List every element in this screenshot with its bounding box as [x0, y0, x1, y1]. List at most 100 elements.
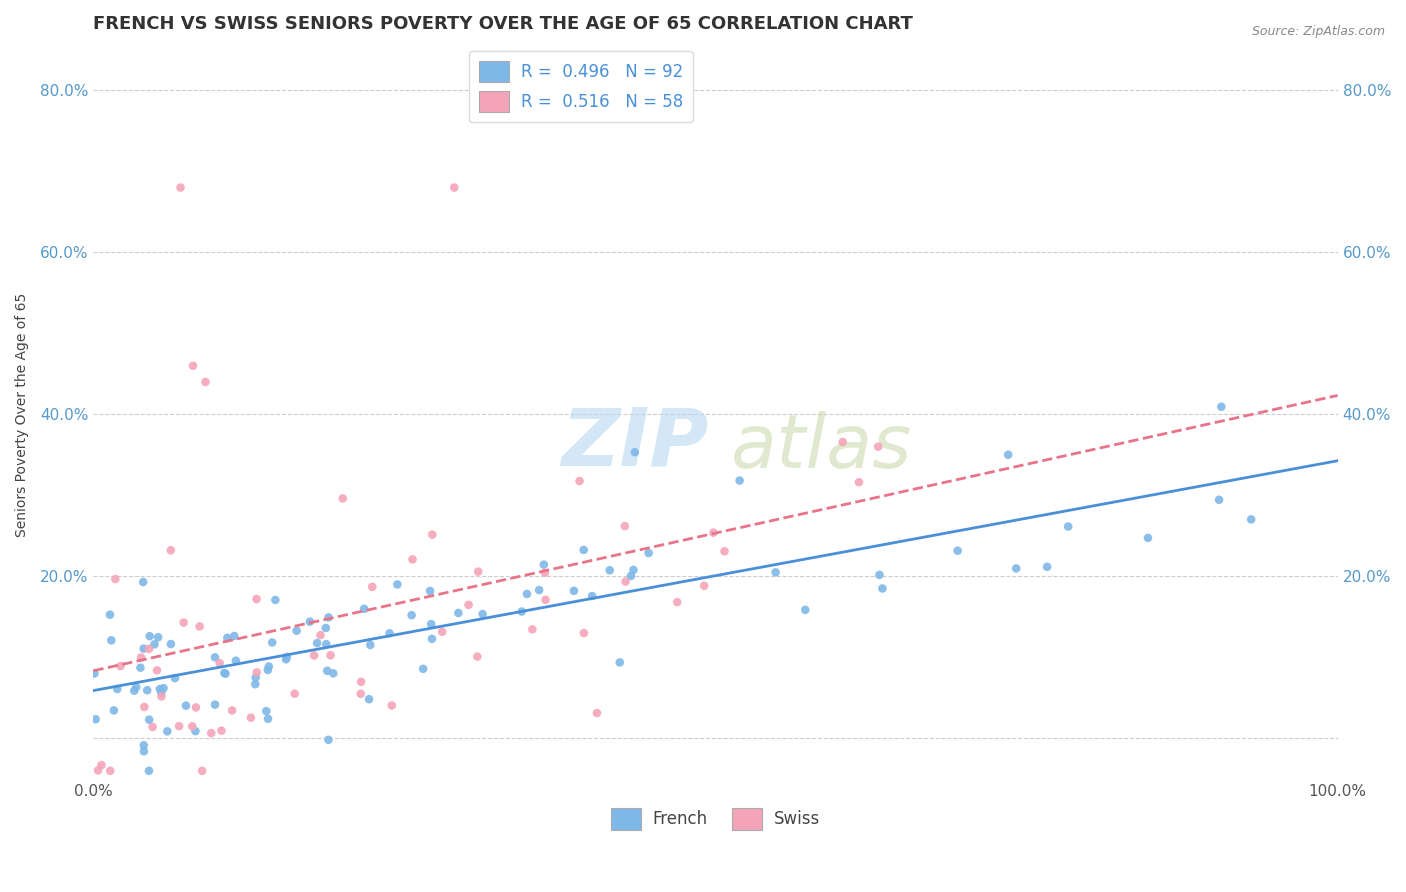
Point	[527, 583, 550, 598]
Point	[204, 650, 226, 665]
Point	[318, 610, 340, 624]
Point	[146, 630, 169, 644]
Point	[728, 474, 751, 488]
Point	[872, 582, 894, 596]
Point	[307, 636, 329, 650]
Point	[332, 491, 354, 506]
Point	[138, 629, 160, 643]
Point	[200, 726, 222, 740]
Point	[257, 659, 280, 673]
Point	[1036, 559, 1059, 574]
Point	[134, 700, 156, 714]
Point	[284, 687, 307, 701]
Point	[125, 680, 148, 694]
Point	[152, 681, 174, 695]
Point	[245, 592, 267, 607]
Point	[309, 628, 332, 642]
Point	[572, 626, 595, 640]
Point	[623, 563, 645, 577]
Point	[613, 519, 636, 533]
Point	[510, 605, 533, 619]
Point	[350, 687, 373, 701]
Point	[401, 552, 423, 566]
Point	[1057, 519, 1080, 533]
Point	[84, 712, 107, 726]
Point	[122, 683, 145, 698]
Point	[224, 629, 246, 643]
Point	[443, 180, 465, 194]
Point	[110, 659, 132, 673]
Point	[217, 631, 239, 645]
Point	[467, 649, 489, 664]
Point	[457, 598, 479, 612]
Point	[359, 638, 381, 652]
Point	[298, 615, 321, 629]
Point	[387, 577, 409, 591]
Point	[586, 706, 609, 720]
Point	[302, 648, 325, 663]
Point	[568, 474, 591, 488]
Point	[211, 723, 233, 738]
Point	[599, 563, 621, 577]
Point	[191, 764, 214, 778]
Point	[150, 690, 173, 704]
Point	[132, 738, 155, 752]
Point	[138, 641, 160, 656]
Point	[1005, 561, 1028, 575]
Text: atlas: atlas	[731, 411, 912, 483]
Point	[1211, 400, 1233, 414]
Point	[184, 700, 207, 714]
Point	[534, 593, 557, 607]
Point	[614, 574, 637, 589]
Text: ZIP: ZIP	[561, 405, 709, 483]
Text: Source: ZipAtlas.com: Source: ZipAtlas.com	[1251, 25, 1385, 38]
Point	[132, 744, 155, 758]
Point	[581, 589, 603, 603]
Point	[666, 595, 689, 609]
Point	[245, 670, 267, 684]
Point	[432, 624, 454, 639]
Point	[138, 764, 160, 778]
Point	[471, 607, 494, 621]
Point	[794, 603, 817, 617]
Point	[264, 593, 287, 607]
Point	[87, 764, 110, 778]
Point	[214, 666, 236, 681]
Point	[245, 677, 267, 691]
Point	[1240, 512, 1263, 526]
Point	[138, 713, 160, 727]
Point	[156, 724, 179, 739]
Point	[713, 544, 735, 558]
Point	[285, 624, 308, 638]
Point	[868, 440, 890, 454]
Point	[129, 661, 152, 675]
Point	[702, 525, 724, 540]
Point	[318, 732, 340, 747]
Point	[765, 566, 787, 580]
Point	[381, 698, 404, 713]
Point	[401, 608, 423, 623]
Point	[420, 632, 443, 646]
Point	[132, 575, 155, 590]
Point	[98, 764, 121, 778]
Point	[103, 703, 125, 717]
Point	[90, 758, 112, 772]
Point	[572, 543, 595, 558]
Point	[169, 180, 191, 194]
Point	[350, 674, 373, 689]
Point	[181, 359, 204, 373]
Point	[239, 711, 262, 725]
Point	[869, 567, 891, 582]
Point	[533, 558, 555, 572]
Point	[276, 650, 298, 665]
Point	[100, 633, 122, 648]
Point	[420, 527, 443, 541]
Point	[254, 704, 277, 718]
Point	[83, 666, 105, 681]
Point	[181, 719, 204, 733]
Point	[256, 663, 278, 677]
Point	[262, 635, 284, 649]
Point	[624, 445, 647, 459]
Point	[246, 665, 269, 680]
Point	[1136, 531, 1159, 545]
